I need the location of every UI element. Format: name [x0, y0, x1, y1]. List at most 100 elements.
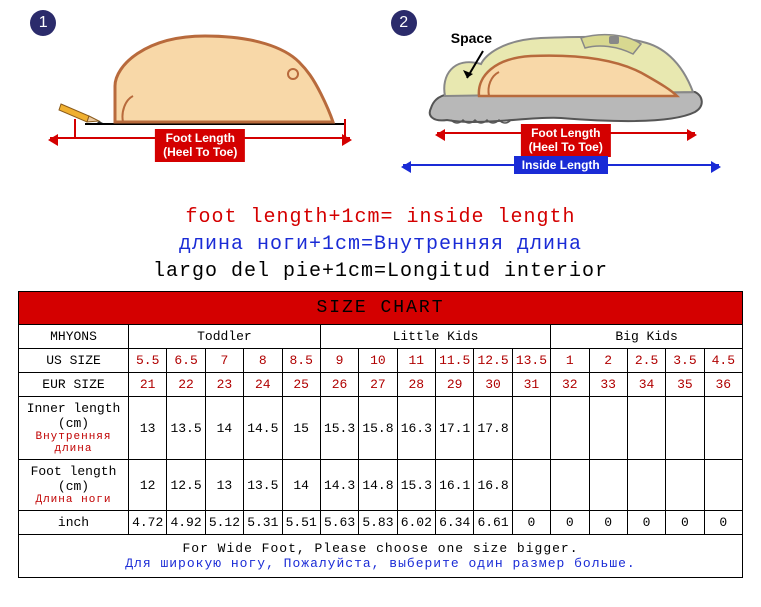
inch-cell: 5.51: [282, 511, 320, 535]
measurement-diagrams: 1 Foot Length (Heel To Toe) 2: [0, 0, 761, 200]
foot-length-cell: [551, 460, 589, 511]
inch-cell: 0: [627, 511, 665, 535]
size-chart-table: SIZE CHART MHYONS Toddler Little Kids Bi…: [18, 291, 743, 578]
us-size-cell: 13.5: [512, 349, 550, 373]
inner-length-cell: 17.8: [474, 397, 512, 460]
inner-length-cell: 14.5: [244, 397, 282, 460]
us-size-cell: 12.5: [474, 349, 512, 373]
diagram-number-1: 1: [30, 10, 56, 36]
us-size-cell: 2: [589, 349, 627, 373]
wide-foot-note: For Wide Foot, Please choose one size bi…: [19, 535, 743, 578]
us-size-row: US SIZE 5.56.5788.59101111.512.513.5122.…: [19, 349, 743, 373]
inch-cell: 0: [551, 511, 589, 535]
foot-length-cell: 14.3: [320, 460, 358, 511]
shoe-foot-length-text-2: (Heel To Toe): [529, 140, 603, 154]
space-label: Space: [451, 30, 492, 46]
inch-cell: 5.12: [205, 511, 243, 535]
inner-length-en: Inner length (cm): [27, 401, 121, 431]
inch-cell: 5.83: [359, 511, 397, 535]
inch-cell: 5.63: [320, 511, 358, 535]
age-group-row: MHYONS Toddler Little Kids Big Kids: [19, 325, 743, 349]
inner-length-cell: [551, 397, 589, 460]
foot-length-cell: 13.5: [244, 460, 282, 511]
group-toddler: Toddler: [129, 325, 321, 349]
us-size-cell: 11.5: [436, 349, 474, 373]
shoe-foot-length-text-1: Foot Length: [531, 126, 600, 140]
conversion-formulas: foot length+1cm= inside length длина ног…: [0, 204, 761, 285]
inner-length-cell: 14: [205, 397, 243, 460]
us-size-cell: 6.5: [167, 349, 205, 373]
us-size-cell: 10: [359, 349, 397, 373]
foot-length-text-1: Foot Length: [166, 131, 235, 145]
eur-size-cell: 25: [282, 373, 320, 397]
foot-length-cell: 14.8: [359, 460, 397, 511]
us-size-cell: 3.5: [666, 349, 704, 373]
inner-length-cell: 15.3: [320, 397, 358, 460]
foot-length-cell: 12: [129, 460, 167, 511]
brand-cell: MHYONS: [19, 325, 129, 349]
foot-length-label: Foot Length (Heel To Toe): [155, 129, 245, 162]
inch-cell: 5.31: [244, 511, 282, 535]
eur-size-cell: 22: [167, 373, 205, 397]
eur-size-cell: 34: [627, 373, 665, 397]
eur-size-cell: 28: [397, 373, 435, 397]
eur-size-cell: 31: [512, 373, 550, 397]
foot-length-cell: 13: [205, 460, 243, 511]
foot-length-cell: [512, 460, 550, 511]
foot-illustration: [55, 16, 345, 131]
eur-size-cell: 33: [589, 373, 627, 397]
eur-size-cell: 23: [205, 373, 243, 397]
shoe-foot-length-label: Foot Length (Heel To Toe): [521, 124, 611, 157]
note-en: For Wide Foot, Please choose one size bi…: [182, 541, 578, 556]
eur-size-cell: 27: [359, 373, 397, 397]
inner-length-cell: 15: [282, 397, 320, 460]
size-chart: SIZE CHART MHYONS Toddler Little Kids Bi…: [18, 291, 743, 578]
foot-length-cell: 12.5: [167, 460, 205, 511]
foot-length-header: Foot length (cm) Длина ноги: [19, 460, 129, 511]
inner-length-cell: [512, 397, 550, 460]
foot-length-cell: 14: [282, 460, 320, 511]
foot-length-cell: [627, 460, 665, 511]
foot-length-text-2: (Heel To Toe): [163, 145, 237, 159]
us-size-cell: 1: [551, 349, 589, 373]
inner-length-cell: 13: [129, 397, 167, 460]
eur-size-cell: 36: [704, 373, 742, 397]
us-size-cell: 5.5: [129, 349, 167, 373]
shoe-foot-length-measure: Foot Length (Heel To Toe): [437, 126, 695, 156]
inside-length-measure: Inside Length: [403, 158, 719, 180]
group-big-kids: Big Kids: [551, 325, 743, 349]
inch-cell: 6.34: [436, 511, 474, 535]
inch-cell: 6.61: [474, 511, 512, 535]
foot-length-ru: Длина ноги: [21, 494, 126, 506]
eur-size-cell: 21: [129, 373, 167, 397]
formula-es: largo del pie+1cm=Longitud interior: [0, 258, 761, 285]
foot-length-cell: 16.8: [474, 460, 512, 511]
diagram-shoe: 2 Space Foot Length (Heel To Toe): [391, 10, 731, 200]
inch-row: inch 4.724.925.125.315.515.635.836.026.3…: [19, 511, 743, 535]
us-size-cell: 4.5: [704, 349, 742, 373]
foot-length-cell: [666, 460, 704, 511]
us-size-cell: 11: [397, 349, 435, 373]
diagram-number-2: 2: [391, 10, 417, 36]
foot-length-cell: 16.1: [436, 460, 474, 511]
note-ru: Для широкую ногу, Пожалуйста, выберите о…: [23, 556, 738, 571]
inch-cell: 0: [704, 511, 742, 535]
formula-ru: длина ноги+1cm=Внутренняя длина: [0, 231, 761, 258]
formula-en: foot length+1cm= inside length: [0, 204, 761, 231]
diagram-foot: 1 Foot Length (Heel To Toe): [30, 10, 370, 200]
inch-cell: 0: [512, 511, 550, 535]
inch-cell: 4.92: [167, 511, 205, 535]
group-little-kids: Little Kids: [320, 325, 550, 349]
inner-length-cell: 13.5: [167, 397, 205, 460]
foot-length-en: Foot length (cm): [31, 464, 117, 494]
eur-size-cell: 35: [666, 373, 704, 397]
eur-size-cell: 32: [551, 373, 589, 397]
inner-length-ru: Внутренняя длина: [21, 431, 126, 455]
inner-length-header: Inner length (cm) Внутренняя длина: [19, 397, 129, 460]
chart-title: SIZE CHART: [19, 292, 743, 325]
foot-length-cell: [589, 460, 627, 511]
inner-length-cell: 15.8: [359, 397, 397, 460]
inner-length-cell: 16.3: [397, 397, 435, 460]
eur-size-cell: 24: [244, 373, 282, 397]
inside-length-label: Inside Length: [514, 156, 608, 174]
